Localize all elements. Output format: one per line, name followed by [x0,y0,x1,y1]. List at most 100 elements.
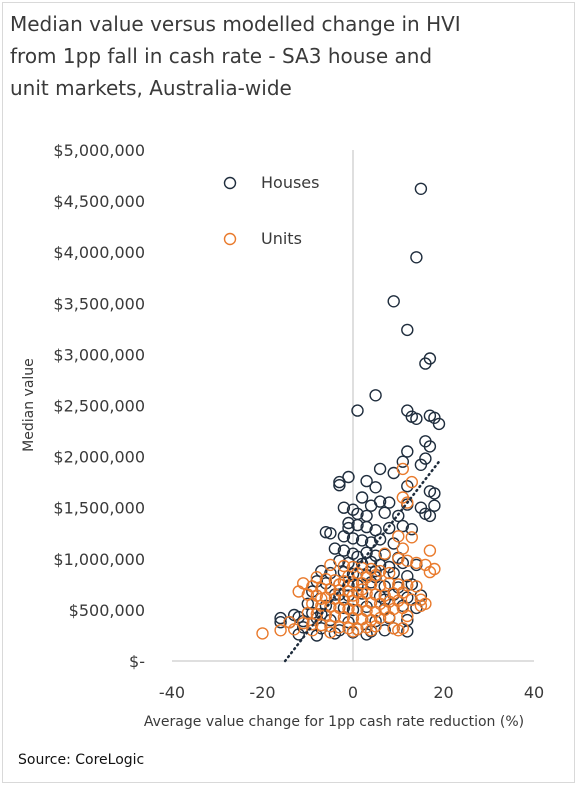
unit-point [315,592,328,605]
house-point [373,533,387,546]
unit-point [405,531,418,544]
x-tick-label: 0 [348,683,358,702]
unit-point [410,580,423,593]
y-tick-label: $5,000,000 [53,141,145,160]
house-point [414,182,428,196]
y-tick-label: $3,500,000 [53,294,145,313]
legend-marker-units [223,232,237,246]
unit-point [337,610,351,624]
house-point [373,462,387,476]
house-point [387,566,400,580]
unit-point [401,496,414,509]
house-point [383,521,396,535]
y-tick-label: $500,000 [69,601,145,620]
x-tick-label: -40 [159,683,185,702]
x-axis-ticks: -40 -20 0 20 40 [159,683,544,702]
unit-point [414,593,428,606]
house-point [432,417,446,431]
house-point [392,509,405,523]
unit-point [410,556,423,570]
house-point [419,357,432,370]
unit-point [401,554,414,567]
unit-point [297,617,310,630]
unit-point [346,625,360,638]
y-tick-label: $1,000,000 [53,550,145,569]
unit-point [324,558,337,572]
unit-point [328,609,342,623]
house-point [342,470,355,484]
house-point [401,445,414,458]
unit-point [373,564,387,578]
y-tick-label: $2,000,000 [53,448,145,467]
unit-point [396,462,409,476]
house-point [360,474,373,488]
x-tick-label: -20 [249,683,275,702]
unit-point [378,547,391,560]
trendline [283,460,441,663]
house-point [396,519,409,533]
unit-point [383,566,396,580]
y-tick-label: $3,000,000 [53,345,145,364]
house-point [337,530,351,543]
house-point [324,527,337,540]
house-point [378,506,391,519]
unit-point [364,624,378,637]
house-point [346,532,360,545]
unit-point [392,530,405,543]
house-point [360,520,373,534]
unit-point [292,585,305,598]
x-axis-label: Average value change for 1pp cash rate r… [144,714,524,730]
unit-point [423,544,437,557]
unit-point [360,571,373,584]
house-point [423,509,437,523]
unit-point [256,627,269,640]
unit-point [392,552,405,565]
x-tick-label: 40 [524,683,544,702]
unit-point [405,475,418,489]
house-point [410,251,423,264]
house-point [355,491,369,504]
house-point [342,516,355,530]
house-point [428,499,441,512]
house-point [428,487,441,500]
unit-point [324,626,337,639]
legend-label-houses: Houses [261,173,319,192]
house-point [297,621,310,634]
units-points [256,462,441,640]
unit-point [423,565,437,579]
house-point [401,480,414,493]
house-point [355,587,369,600]
unit-point [324,620,337,633]
house-point [423,440,437,453]
house-point [337,544,351,557]
house-point [337,501,351,514]
legend: Houses Units [223,173,319,248]
house-point [346,503,360,516]
chart-frame [2,2,575,783]
unit-point [306,618,319,631]
y-tick-label: $1,500,000 [53,499,145,518]
y-axis-ticks: $- $500,000 $1,000,000 $1,500,000 $2,000,000… [53,141,145,671]
unit-point [392,624,405,637]
unit-point [369,620,382,633]
house-point [355,534,369,547]
house-point [360,628,373,641]
unit-point [274,624,287,637]
unit-point [288,623,301,636]
unit-point [301,606,314,620]
unit-point [364,613,378,627]
y-tick-label: $- [129,652,145,671]
legend-label-units: Units [261,229,302,248]
unit-point [401,579,414,592]
x-tick-label: 20 [433,683,453,702]
house-point [333,475,346,489]
unit-point [383,577,396,590]
unit-point [401,609,414,623]
unit-point [346,589,360,602]
house-point [387,295,400,308]
unit-point [405,593,418,606]
y-tick-label: $4,000,000 [53,243,145,262]
y-tick-label: $4,500,000 [53,192,145,211]
house-point [410,412,423,425]
house-point [274,616,287,629]
